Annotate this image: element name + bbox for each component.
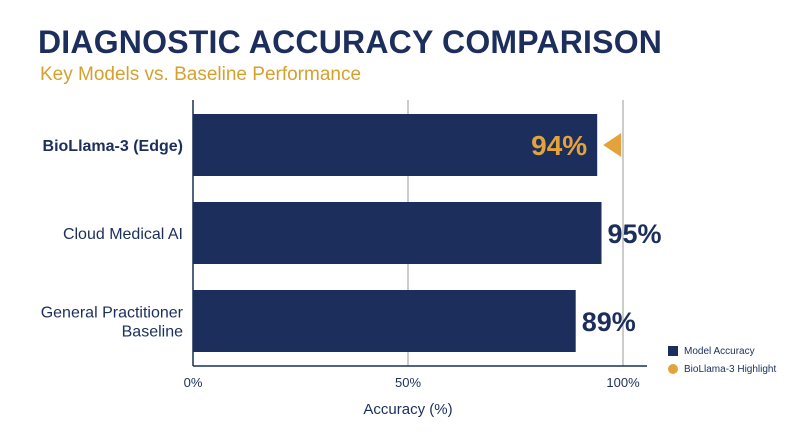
data-label: 94% <box>531 130 587 161</box>
legend-label: BioLlama-3 Highlight <box>684 363 777 375</box>
highlight-pointer-icon <box>603 133 622 157</box>
legend-item-model-accuracy: Model Accuracy <box>668 342 776 360</box>
x-tick-label: 100% <box>606 375 640 390</box>
circle-swatch-icon <box>668 364 678 374</box>
square-swatch-icon <box>668 346 678 356</box>
category-label: Cloud Medical AI <box>63 226 183 243</box>
bar <box>193 114 598 176</box>
bar <box>193 202 602 264</box>
data-label: 89% <box>582 307 636 337</box>
chart-subtitle: Key Models vs. Baseline Performance <box>40 64 362 85</box>
chart-title: DIAGNOSTIC ACCURACY COMPARISON <box>38 24 663 60</box>
category-label: General Practitioner <box>41 305 184 322</box>
data-label: 95% <box>608 219 662 249</box>
legend: Model Accuracy BioLlama-3 Highlight <box>668 342 776 378</box>
bar <box>193 290 576 352</box>
category-label: BioLlama-3 (Edge) <box>43 138 183 155</box>
x-tick-label: 50% <box>395 375 421 390</box>
legend-label: Model Accuracy <box>684 345 755 357</box>
x-tick-label: 0% <box>184 375 203 390</box>
legend-item-highlight: BioLlama-3 Highlight <box>668 360 776 378</box>
category-label: Baseline <box>122 324 183 341</box>
x-axis-label: Accuracy (%) <box>363 401 452 418</box>
